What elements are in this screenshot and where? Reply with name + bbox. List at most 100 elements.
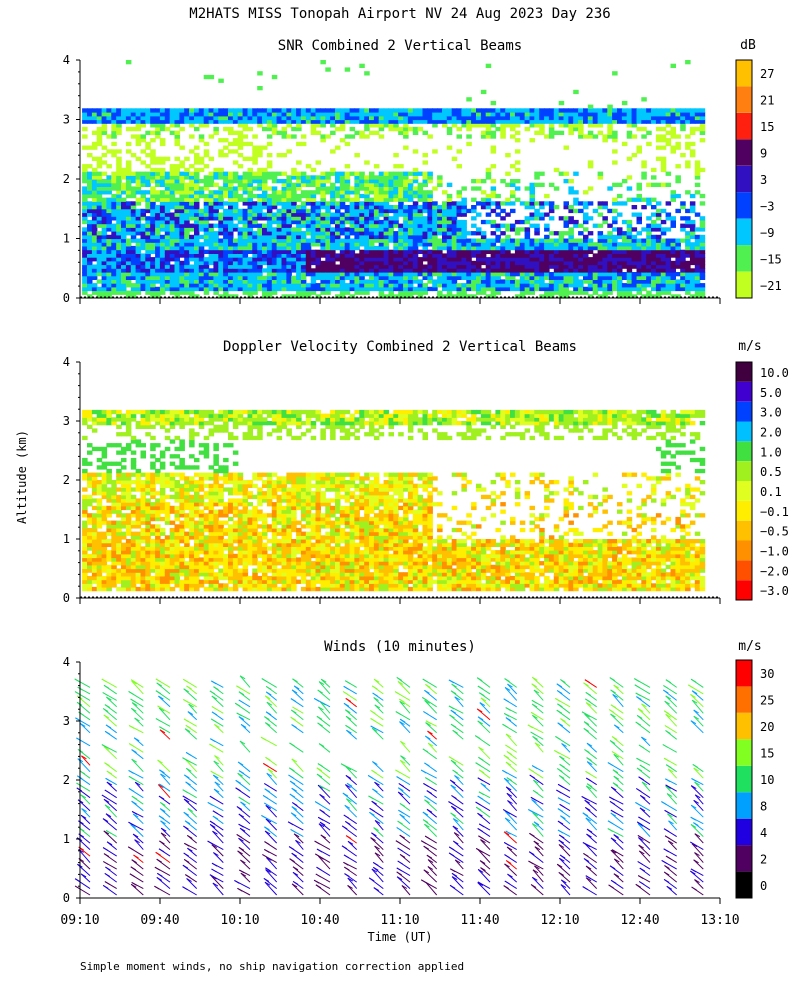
- snr-cell: [694, 294, 701, 299]
- snr-cell: [495, 193, 501, 199]
- snr-cell: [675, 294, 681, 299]
- snr-cell: [106, 279, 112, 284]
- snr-cell: [680, 249, 686, 254]
- snr-cell: [495, 264, 501, 269]
- velocity-cell: [150, 553, 156, 559]
- snr-cell: [359, 257, 365, 262]
- snr-cell: [247, 264, 253, 269]
- snr-cell: [621, 283, 628, 288]
- velocity-cell: [130, 542, 137, 547]
- snr-cell: [412, 179, 419, 184]
- snr-cell: [125, 249, 132, 254]
- snr-cell: [699, 234, 706, 240]
- snr-cell: [155, 175, 161, 180]
- snr-cell: [466, 126, 472, 132]
- snr-cell: [592, 115, 599, 121]
- snr-cell: [689, 227, 696, 232]
- snr-cell: [660, 279, 667, 284]
- snr-cell: [437, 260, 443, 266]
- snr-cell: [607, 108, 613, 113]
- snr-cell: [305, 264, 312, 269]
- snr-cell: [111, 108, 117, 113]
- snr-cell: [354, 205, 360, 210]
- snr-cell: [320, 268, 326, 273]
- snr-cell: [495, 201, 501, 206]
- snr-cell: [636, 272, 642, 277]
- snr-cell: [101, 245, 108, 251]
- snr-cell: [174, 275, 180, 280]
- snr-cell: [417, 257, 424, 262]
- snr-cell: [680, 153, 686, 158]
- snr-cell: [524, 245, 531, 251]
- snr-cell: [106, 290, 112, 295]
- velocity-cell: [116, 553, 122, 559]
- velocity-cell: [101, 505, 108, 511]
- snr-cell: [514, 245, 521, 251]
- snr-cell: [432, 268, 438, 273]
- snr-cell: [437, 294, 443, 299]
- snr-cell: [276, 108, 283, 113]
- velocity-cell: [159, 531, 166, 536]
- snr-cell: [359, 223, 365, 228]
- snr-cell: [636, 268, 642, 273]
- snr-cell: [96, 179, 103, 184]
- snr-cell: [218, 231, 224, 236]
- snr-cell: [373, 219, 380, 225]
- snr-cell: [198, 223, 205, 228]
- snr-cell: [135, 138, 142, 143]
- snr-cell: [262, 234, 268, 240]
- snr-cell: [432, 216, 438, 221]
- snr-cell: [597, 245, 604, 251]
- velocity-cell: [82, 527, 88, 533]
- snr-cell: [247, 167, 253, 173]
- snr-cell: [111, 153, 117, 158]
- snr-cell: [393, 123, 399, 128]
- snr-cell: [164, 264, 171, 269]
- snr-cell: [689, 283, 696, 288]
- snr-cell: [378, 294, 385, 299]
- snr-cell: [87, 193, 93, 199]
- snr-cell: [242, 216, 249, 221]
- snr-cell: [266, 119, 273, 124]
- velocity-cell: [106, 413, 112, 418]
- snr-cell: [699, 257, 706, 262]
- snr-cell: [583, 212, 589, 217]
- snr-cell: [271, 268, 278, 273]
- snr-cell: [96, 219, 103, 225]
- snr-cell: [344, 227, 351, 232]
- snr-cell: [694, 190, 701, 195]
- snr-cell: [417, 286, 424, 292]
- velocity-cell: [159, 564, 166, 570]
- snr-cell: [529, 286, 535, 292]
- snr-cell: [320, 190, 326, 195]
- snr-cell: [446, 249, 453, 254]
- snr-cell: [203, 112, 210, 117]
- snr-cell: [364, 134, 370, 139]
- snr-cell: [388, 126, 394, 132]
- snr-cell: [281, 130, 287, 135]
- snr-cell: [592, 264, 599, 269]
- velocity-cell: [116, 527, 122, 533]
- snr-cell: [300, 238, 307, 243]
- snr-cell: [121, 167, 127, 173]
- snr-cell: [646, 264, 652, 269]
- velocity-cell: [155, 542, 161, 547]
- snr-cell: [373, 286, 380, 292]
- snr-cell: [442, 268, 448, 273]
- snr-cell: [203, 208, 210, 214]
- snr-cell: [271, 275, 278, 280]
- snr-cell: [451, 156, 458, 161]
- snr-cell: [135, 179, 142, 184]
- snr-cell: [266, 219, 273, 225]
- snr-cell: [369, 286, 375, 292]
- snr-cell: [388, 219, 394, 225]
- snr-cell: [101, 253, 108, 258]
- velocity-cell: [121, 487, 127, 492]
- snr-cell: [626, 119, 633, 124]
- snr-cell: [461, 108, 467, 113]
- snr-cell: [179, 179, 185, 184]
- velocity-cell: [121, 546, 127, 551]
- snr-cell: [495, 238, 501, 243]
- snr-cell: [203, 260, 210, 266]
- snr-cell: [281, 134, 287, 139]
